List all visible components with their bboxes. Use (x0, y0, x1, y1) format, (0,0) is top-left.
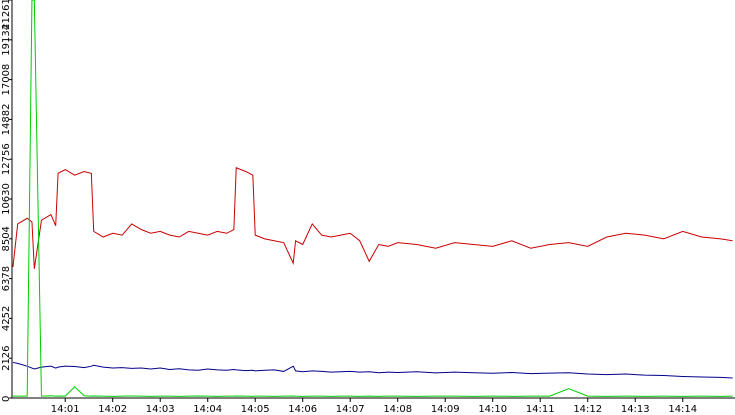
x-tick-label: 14:02 (98, 404, 127, 415)
x-tick-label: 14:10 (478, 404, 507, 415)
y-tick-label: 19134 (1, 24, 12, 56)
x-tick-label: 14:12 (573, 404, 602, 415)
x-tick-label: 14:13 (621, 404, 650, 415)
x-tick-label: 14:01 (51, 404, 80, 415)
y-tick-label: 6378 (1, 266, 12, 291)
y-tick-label: 4252 (1, 306, 12, 331)
series-line (12, 0, 733, 397)
y-tick-label: 2126 (1, 345, 12, 370)
series-line (12, 167, 733, 269)
x-tick-label: 14:14 (668, 404, 697, 415)
y-tick-label: 17008 (1, 64, 12, 96)
x-tick-label: 14:03 (146, 404, 175, 415)
x-tick-label: 14:09 (431, 404, 460, 415)
x-tick-label: 14:05 (241, 404, 270, 415)
x-tick-label: 14:07 (336, 404, 365, 415)
y-tick-label: 21261 (1, 0, 12, 30)
x-tick-label: 14:06 (288, 404, 317, 415)
y-tick-label: 14882 (1, 104, 12, 136)
x-tick-label: 14:08 (383, 404, 412, 415)
y-tick-label: 10630 (1, 183, 12, 215)
x-tick-label: 14:11 (526, 404, 555, 415)
x-tick-label: 14:04 (193, 404, 222, 415)
series-line (12, 361, 733, 379)
y-tick-label: 8504 (1, 226, 12, 251)
y-tick-label: 0 (1, 396, 12, 402)
y-tick-label: 12756 (1, 143, 12, 175)
